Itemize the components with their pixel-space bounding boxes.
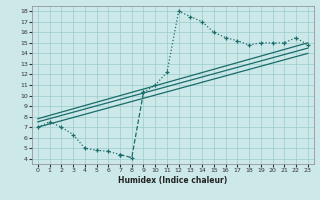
X-axis label: Humidex (Indice chaleur): Humidex (Indice chaleur) [118,176,228,185]
